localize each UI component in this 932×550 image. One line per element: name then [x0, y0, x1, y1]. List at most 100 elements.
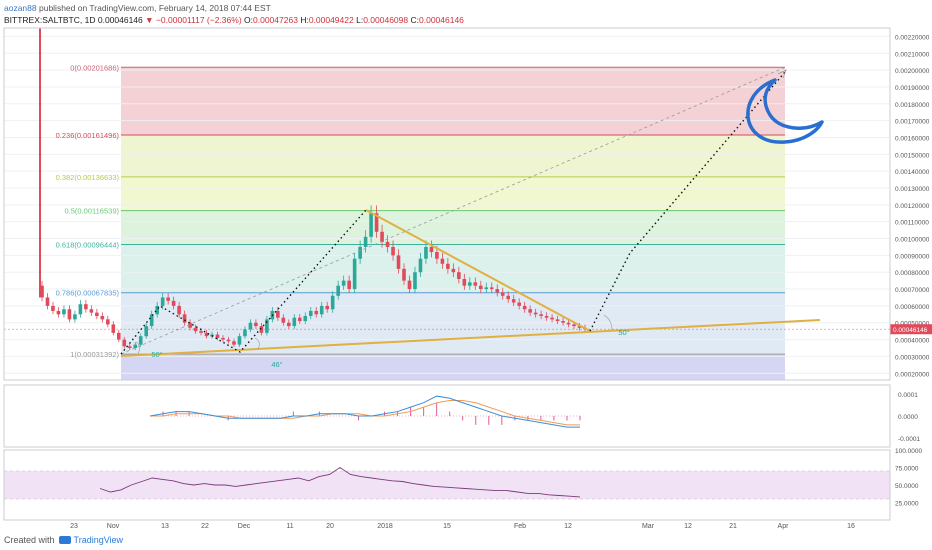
arrow-head-icon	[777, 69, 787, 79]
time-tick-label: 21	[729, 523, 737, 530]
price-tick-label: 0.00130000	[895, 186, 930, 193]
angle-label: 50°	[151, 350, 162, 359]
candle-body	[500, 292, 505, 296]
fib-zone	[121, 210, 785, 245]
macd-tick-label: -0.0001	[898, 436, 920, 443]
time-tick-label: 2018	[377, 523, 393, 530]
candle-body	[265, 319, 269, 333]
candle-body	[95, 312, 99, 316]
candle-body	[166, 297, 170, 301]
price-tick-label: 0.00150000	[895, 152, 930, 159]
candle-body	[308, 310, 313, 316]
candle-body	[221, 337, 225, 340]
price-tick-label: 0.00120000	[895, 203, 930, 210]
price-panel-frame	[3, 27, 891, 381]
time-tick-label: 12	[564, 523, 572, 530]
candle-body	[144, 326, 149, 337]
candle-body	[451, 268, 456, 273]
candle-body	[215, 334, 220, 338]
candle-body	[391, 246, 395, 256]
candle-body	[528, 309, 532, 313]
candle-body	[62, 309, 66, 315]
candle-body	[544, 316, 549, 318]
candle-body	[385, 241, 390, 247]
candle-body	[440, 258, 445, 264]
candle-body	[336, 285, 340, 296]
price-tick-label: 0.00060000	[895, 304, 930, 311]
support-trendline	[120, 319, 821, 357]
time-tick-label: Feb	[514, 523, 526, 530]
down-arrow-icon: ▼	[145, 15, 154, 25]
fib-anchor-line	[120, 66, 786, 355]
candle-body	[226, 339, 231, 342]
macd-tick-label: 0.0000	[898, 414, 918, 421]
fib-zone	[121, 354, 785, 380]
rsi-tick-label: 50.0000	[895, 483, 919, 490]
candle-body	[413, 272, 417, 290]
candle-body	[254, 322, 258, 327]
candle-body	[78, 304, 83, 315]
candle-body	[287, 322, 291, 327]
price-tick-label: 0.00180000	[895, 102, 930, 109]
candle-body	[199, 331, 203, 333]
angle-arc	[254, 337, 260, 350]
created-with-text: Created with	[4, 535, 55, 545]
price-tick-label: 0.00210000	[895, 51, 930, 58]
candle-body	[51, 305, 55, 311]
author-link[interactable]: aozan88	[4, 3, 37, 13]
low-label: L:	[356, 15, 364, 25]
candle-body	[506, 295, 511, 300]
rsi-tick-label: 25.0000	[895, 501, 919, 508]
candle-body	[56, 310, 61, 315]
tradingview-brand-link[interactable]: TradingView	[73, 535, 124, 545]
candle-body	[182, 314, 187, 323]
candle-body	[352, 258, 357, 290]
last-price-tag	[890, 324, 932, 335]
time-tick-label: Dec	[238, 523, 251, 530]
candle-body	[555, 319, 560, 322]
candle-body	[106, 319, 110, 325]
time-tick-label: 15	[443, 523, 451, 530]
candle-body	[73, 314, 77, 320]
high-label: H:	[300, 15, 309, 25]
candle-body	[237, 336, 242, 345]
candle-body	[248, 322, 253, 330]
candle-body	[495, 289, 500, 293]
candle-body	[363, 236, 368, 247]
open-label: O:	[244, 15, 254, 25]
candle-body	[232, 341, 236, 345]
candle-body	[446, 263, 450, 269]
candle-body	[177, 305, 181, 315]
close-value: 0.00046146	[419, 15, 464, 25]
time-tick-label: 13	[161, 523, 169, 530]
candle-body	[566, 322, 571, 325]
candle-body	[188, 322, 192, 328]
macd-panel-frame	[3, 384, 891, 448]
candle-body	[193, 327, 198, 332]
candle-body	[402, 268, 406, 281]
candle-body	[572, 324, 576, 327]
time-tick-label: Apr	[778, 523, 790, 530]
macd-tick-label: 0.0001	[898, 392, 918, 399]
candle-body	[325, 305, 330, 310]
fib-zone	[121, 67, 785, 135]
fib-level-label: 0.786(0.00067835)	[56, 289, 120, 298]
candle-body	[171, 300, 176, 306]
candle-body	[138, 336, 143, 345]
candle-body	[473, 282, 478, 286]
candle-body	[533, 312, 538, 315]
fib-zone	[121, 134, 785, 177]
candle-body	[319, 305, 324, 315]
price-tick-label: 0.00070000	[895, 287, 930, 294]
symbol-label: BITTREX:SALTBTC, 1D	[4, 15, 96, 25]
candle-body	[522, 305, 527, 310]
macd-signal-line	[150, 400, 580, 426]
open-value: 0.00047263	[253, 15, 298, 25]
candle-body	[259, 326, 264, 333]
candle-body	[380, 231, 384, 242]
rsi-band	[4, 471, 890, 499]
price-tick-label: 0.00110000	[895, 220, 929, 227]
candle-body	[561, 321, 565, 323]
candle-body	[243, 329, 247, 337]
